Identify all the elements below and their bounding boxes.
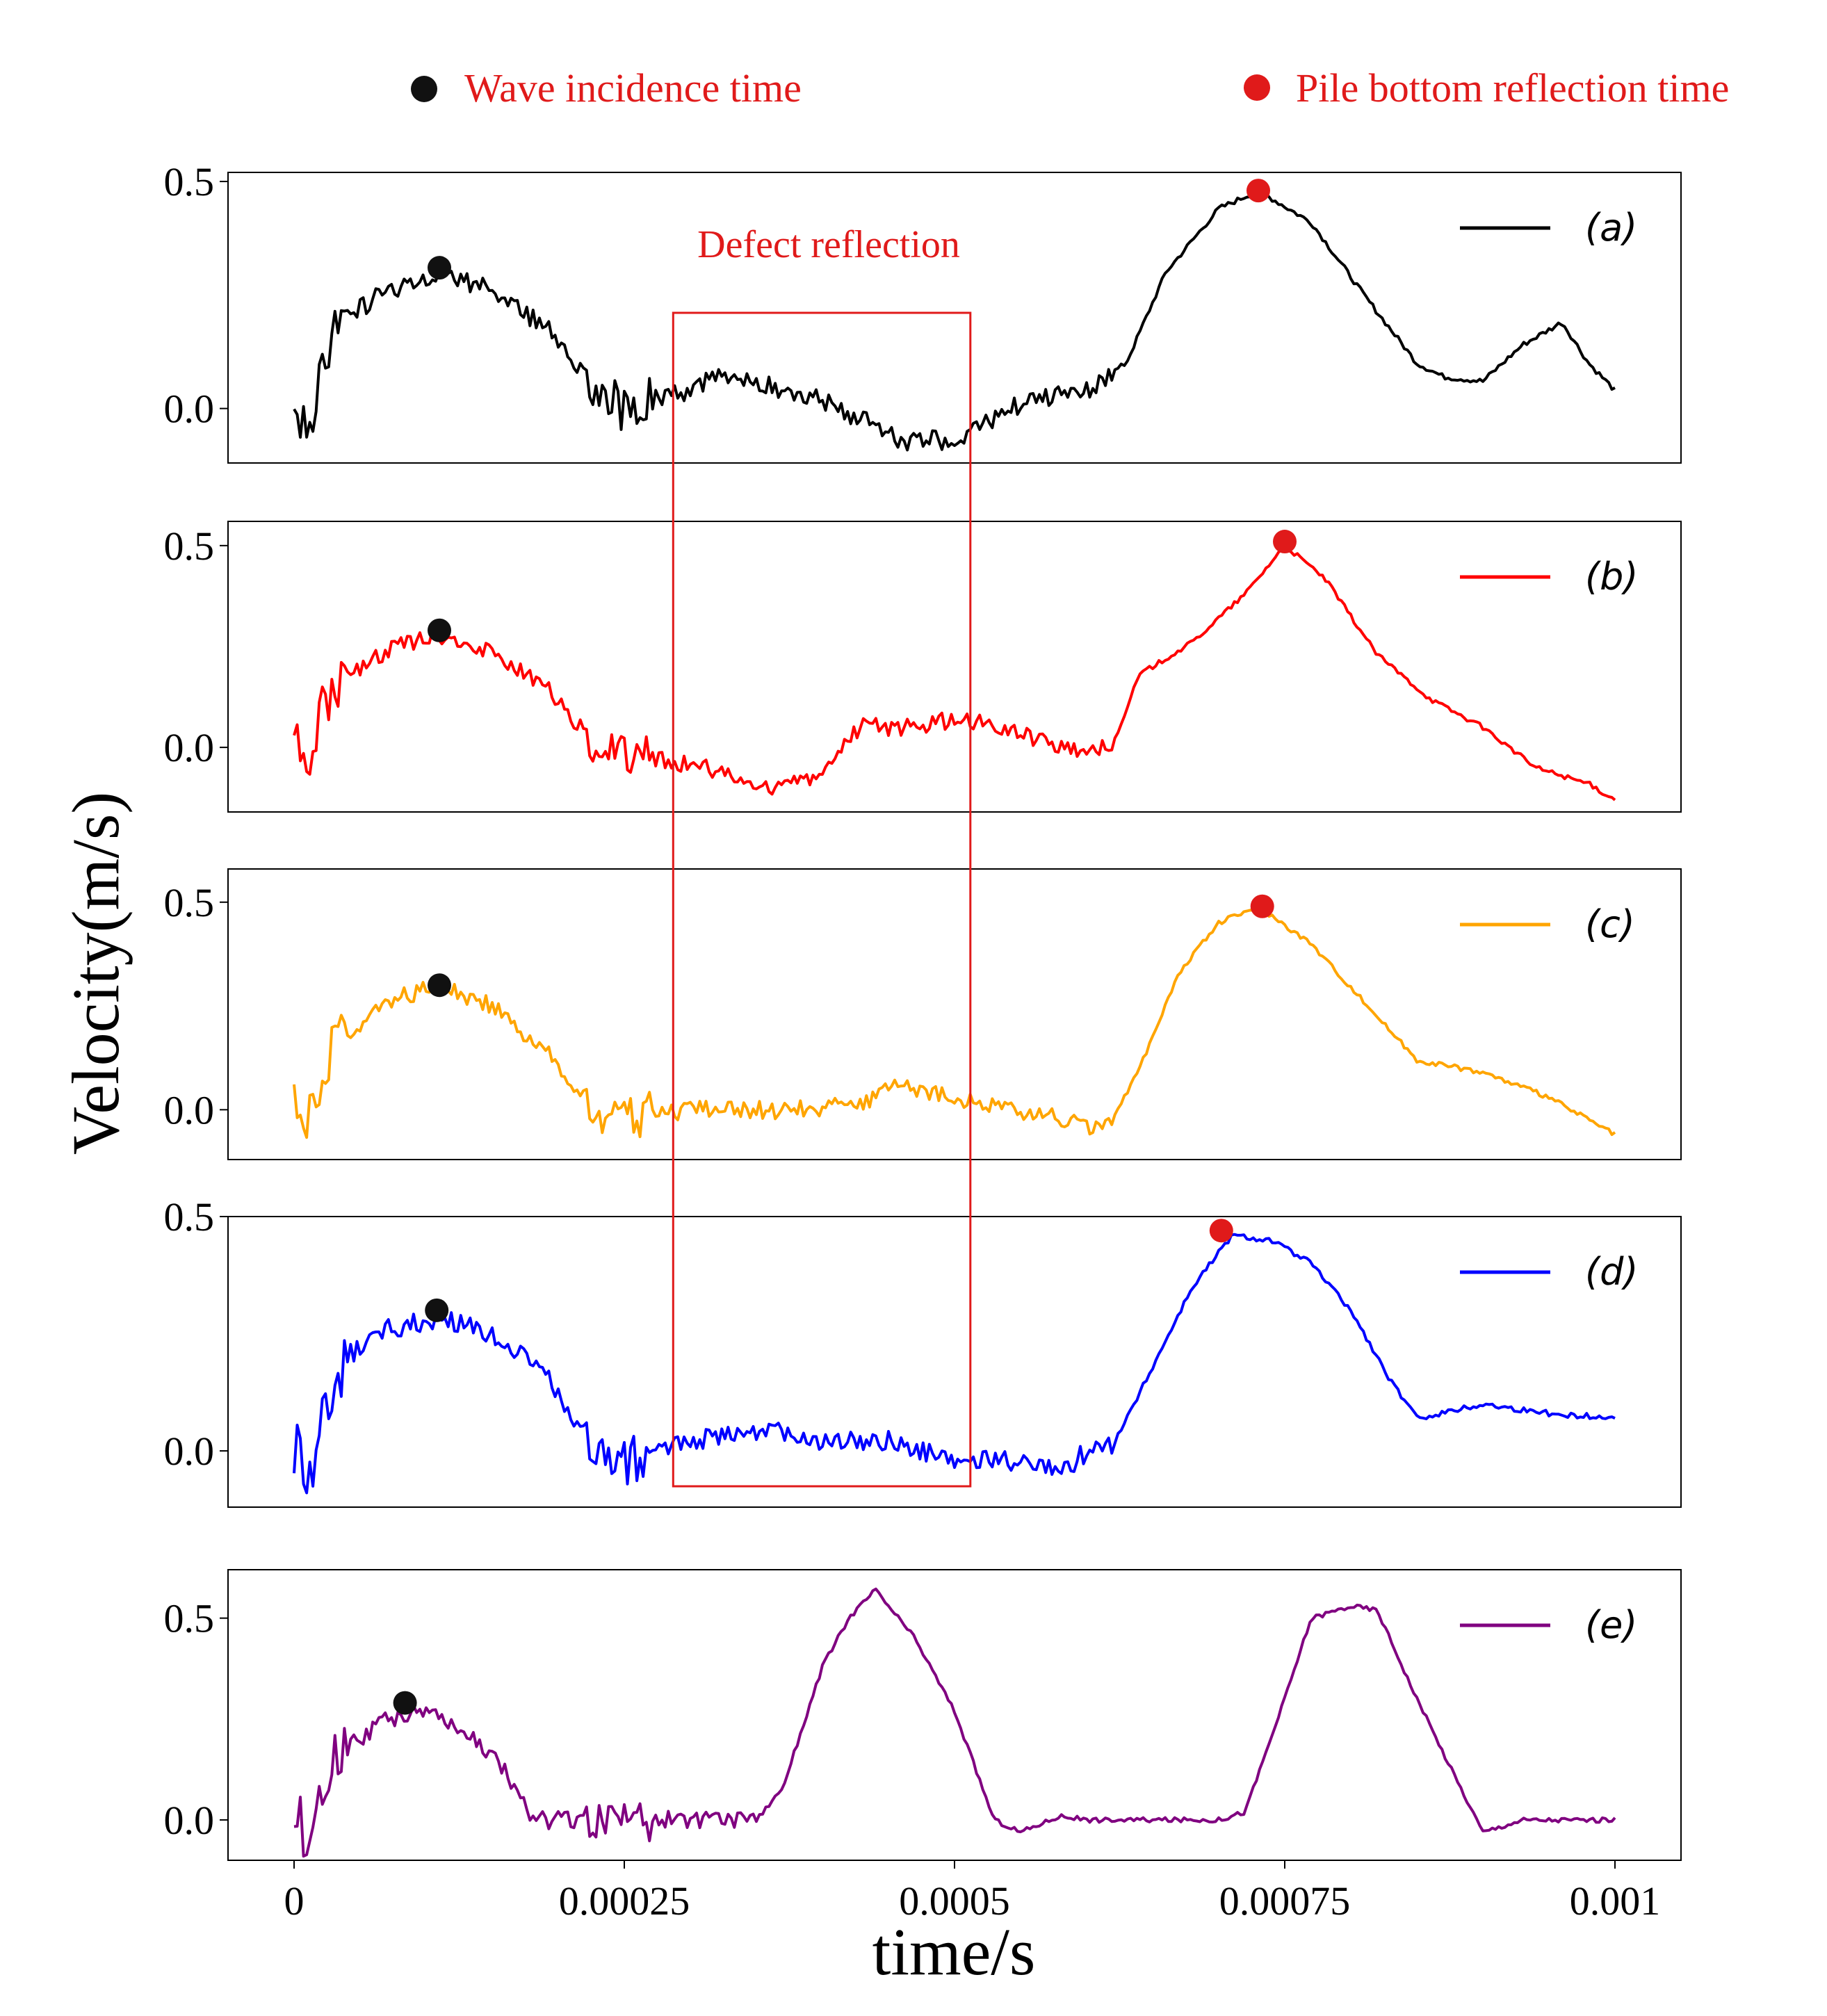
y-tick-label-c: 0.0 (164, 1087, 215, 1132)
panel-frame-a (227, 172, 1682, 464)
x-tick-label: 0.00075 (1219, 1878, 1351, 1924)
x-tick-labels: 0 0.00025 0.0005 0.00075 0.001 (284, 1860, 1661, 1924)
y-tick-label-d: 0.0 (164, 1429, 215, 1474)
y-tick-label-c: 0.5 (164, 880, 215, 925)
legend-label-e: (e) (1585, 1603, 1637, 1647)
wave-incidence-marker-a (428, 256, 451, 280)
wave-incidence-legend-label: Wave incidence time (464, 65, 802, 111)
pile-bottom-legend-marker (1244, 74, 1270, 101)
defect-reflection-label: Defect reflection (697, 223, 960, 266)
pile-bottom-marker-d (1209, 1219, 1233, 1243)
panel-frame-d (227, 1216, 1682, 1508)
panel-e: 0.0 0.5 (e) (164, 1569, 1682, 1861)
panels: 0.00.5(a)0.00.5(b)0.00.5 (c)0.00.5(d)0.00… (164, 159, 1682, 1861)
legend-label-d: (d) (1585, 1250, 1638, 1294)
wave-incidence-marker-b (428, 618, 451, 642)
x-tick-label: 0.00025 (559, 1878, 690, 1924)
wave-incidence-marker-d (425, 1298, 449, 1322)
wave-incidence-marker-c (428, 973, 451, 998)
pile-bottom-marker-c (1250, 894, 1274, 918)
top-legend: Wave incidence time Pile bottom reflecti… (411, 65, 1729, 111)
legend-label-c: (c) (1585, 902, 1635, 946)
panel-a: 0.0 0.5 (a) (164, 159, 1682, 464)
legend-label-b: (b) (1585, 555, 1638, 599)
y-tick-label-d: 0.5 (164, 1194, 215, 1239)
pile-bottom-marker-b (1273, 530, 1297, 554)
y-axis-label: Velocity(m/s) (58, 792, 133, 1155)
legend-label-a: (a) (1585, 206, 1637, 250)
x-tick-label: 0 (284, 1878, 304, 1924)
series-line-d (293, 1233, 1616, 1495)
series-line-b (293, 544, 1616, 802)
wave-incidence-marker-e (393, 1691, 417, 1715)
series-line-a (293, 187, 1616, 452)
y-tick-label-e: 0.0 (164, 1798, 215, 1843)
y-tick-label-a: 0.0 (164, 387, 215, 432)
pile-bottom-legend-label: Pile bottom reflection time (1296, 65, 1729, 111)
panel-b: 0.0 0.5 (b) (164, 521, 1682, 813)
panel-d: 0.0 0.5 (d) (164, 1194, 1682, 1508)
wave-incidence-legend-marker (411, 76, 437, 102)
y-tick-label-b: 0.5 (164, 523, 215, 569)
panel-c: 0.0 0.5 (c) (164, 868, 1682, 1160)
defect-reflection-box (672, 311, 972, 1488)
series-line-c (293, 904, 1616, 1139)
panel-frame-c (227, 868, 1682, 1160)
x-axis-label: time/s (872, 1915, 1036, 1989)
y-tick-label-e: 0.5 (164, 1596, 215, 1641)
series-line-e (293, 1587, 1616, 1858)
y-tick-label-b: 0.0 (164, 725, 215, 770)
x-tick-label: 0.001 (1570, 1878, 1661, 1924)
y-tick-label-a: 0.5 (164, 159, 215, 204)
pile-bottom-marker-a (1247, 179, 1270, 203)
panel-frame-b (227, 521, 1682, 813)
x-tick-label: 0.0005 (899, 1878, 1010, 1924)
